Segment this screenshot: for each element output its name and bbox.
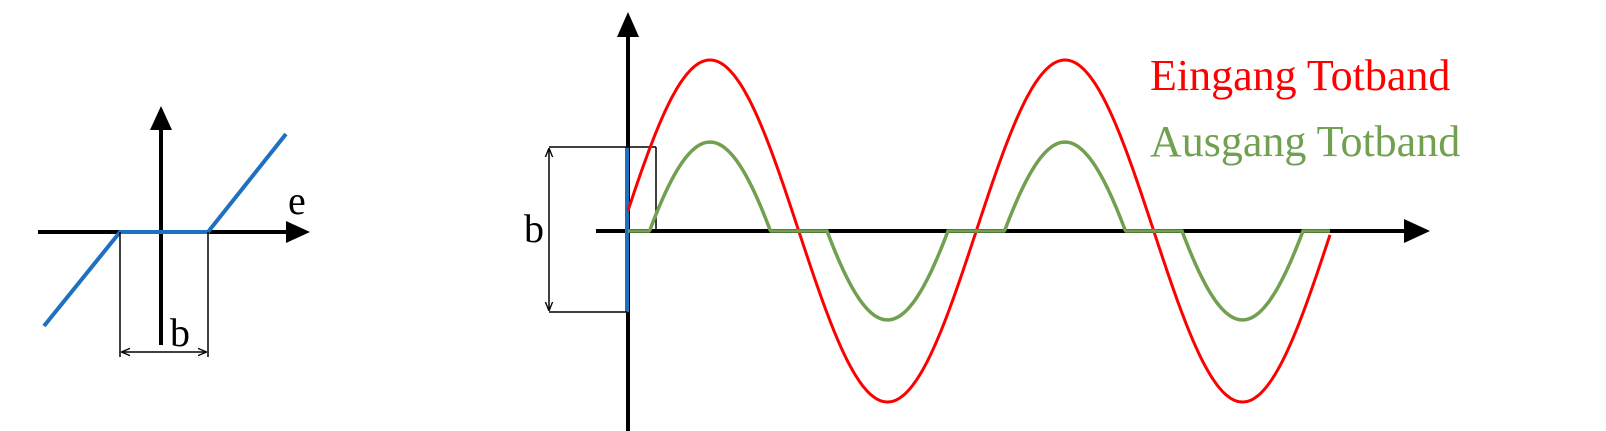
characteristic-band-label: b <box>170 310 190 355</box>
characteristic-axis-label: e <box>288 178 306 223</box>
characteristic-diagram: e b <box>38 106 310 357</box>
output-signal-curve <box>628 140 1330 322</box>
value-axis-arrow <box>617 12 639 37</box>
input-legend-label: Eingang Totband <box>1150 51 1450 100</box>
dead-band-characteristic-curve <box>42 132 288 328</box>
input-signal-curve <box>626 58 1332 404</box>
signal-diagram: b Eingang Totband Ausgang Totband <box>524 12 1460 431</box>
time-axis-arrow <box>1404 219 1430 243</box>
characteristic-x-axis-arrow <box>286 221 310 243</box>
output-legend-label: Ausgang Totband <box>1150 117 1460 166</box>
signal-band-label: b <box>524 206 544 251</box>
characteristic-y-axis-arrow <box>150 106 172 130</box>
